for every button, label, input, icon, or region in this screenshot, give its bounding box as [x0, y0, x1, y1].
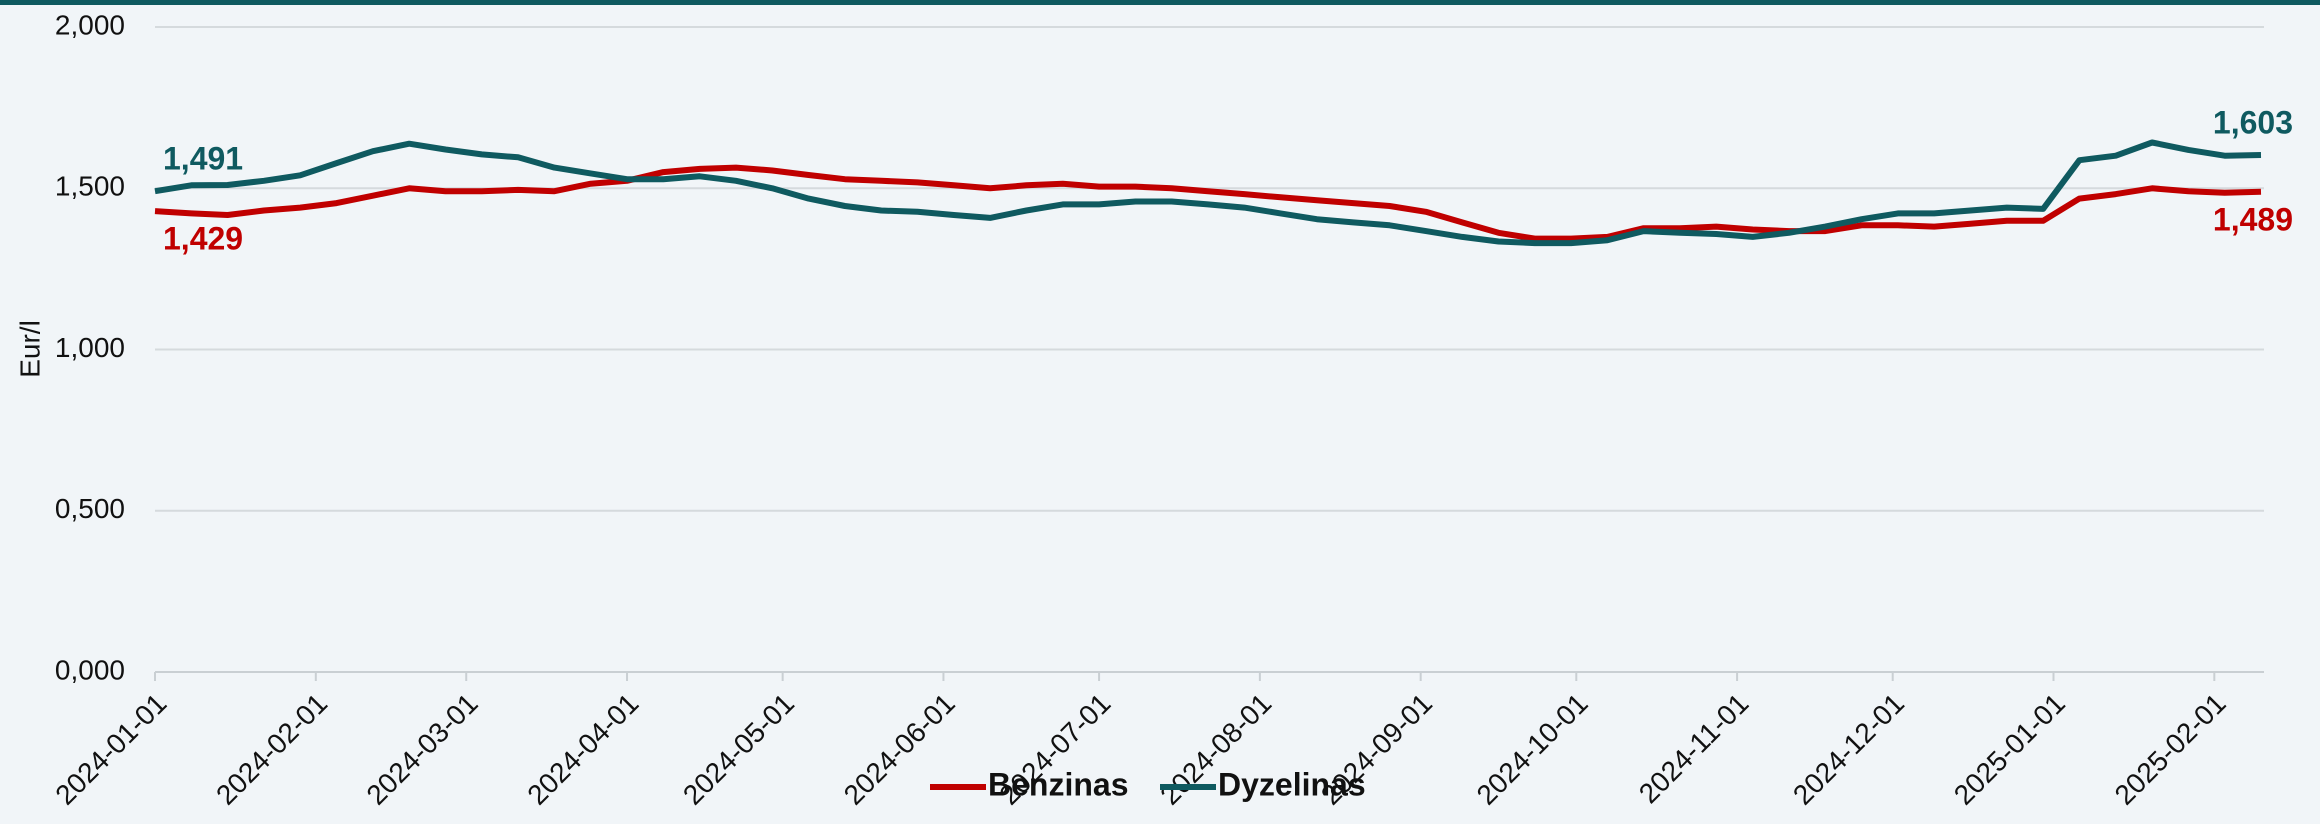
y-tick-label: 2,000	[55, 9, 125, 40]
top-bar	[0, 0, 2320, 5]
x-tick-label: 2024-03-01	[360, 688, 483, 811]
y-tick-label: 0,000	[55, 654, 125, 685]
x-tick-label: 2024-06-01	[838, 688, 961, 811]
series-line	[154, 164, 2262, 242]
y-tick-label: 1,500	[55, 171, 125, 202]
x-tick-label: 2024-12-01	[1787, 688, 1910, 811]
x-tick-label: 2024-04-01	[521, 688, 644, 811]
value-label: 1,491	[163, 141, 243, 177]
x-tick-label: 2024-11-01	[1633, 688, 1755, 810]
series-line	[154, 139, 2262, 247]
x-tick-label: 2024-05-01	[677, 688, 800, 811]
value-label: 1,489	[2213, 201, 2293, 237]
y-tick-label: 1,000	[55, 332, 125, 363]
y-axis-label: Eur/l	[14, 320, 45, 378]
value-label: 1,429	[163, 221, 243, 257]
x-tick-label: 2025-02-01	[2109, 688, 2232, 811]
legend-label: Dyzelinas	[1218, 766, 1366, 802]
x-tick-label: 2024-10-01	[1471, 688, 1594, 811]
x-tick-label: 2024-01-01	[49, 688, 172, 811]
legend-label: Benzinas	[988, 766, 1128, 802]
x-tick-label: 2024-02-01	[210, 688, 333, 811]
y-tick-label: 0,500	[55, 493, 125, 524]
x-tick-label: 2025-01-01	[1948, 688, 2071, 811]
value-label: 1,603	[2213, 104, 2293, 140]
